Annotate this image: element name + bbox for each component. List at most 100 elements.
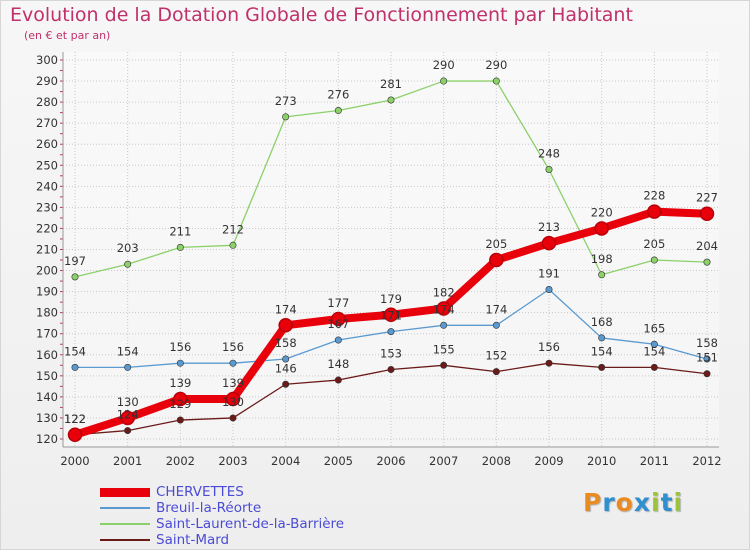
logo-letter: P <box>583 488 603 517</box>
y-tick-label: 120 <box>36 432 58 446</box>
legend-swatch <box>100 487 150 497</box>
data-label: 158 <box>275 336 297 350</box>
y-tick-label: 150 <box>36 369 58 383</box>
data-label: 124 <box>117 408 139 422</box>
plot-area <box>63 52 719 447</box>
data-point <box>173 391 188 407</box>
data-point <box>387 366 395 374</box>
data-label: 122 <box>64 412 86 426</box>
data-label: 130 <box>117 395 139 409</box>
data-label: 154 <box>117 344 139 358</box>
legend: CHERVETTES Breuil-la-Réorte Saint-Laurent-… <box>100 484 344 548</box>
data-point <box>598 334 606 342</box>
data-label: 130 <box>222 395 244 409</box>
logo-letter: t <box>660 488 674 517</box>
data-label: 281 <box>380 77 402 91</box>
data-label: 165 <box>643 321 665 335</box>
data-label: 182 <box>433 285 455 299</box>
data-label: 212 <box>222 222 244 236</box>
y-tick-label: 130 <box>36 411 58 425</box>
data-label: 168 <box>591 315 613 329</box>
logo-letter: o <box>615 488 634 517</box>
data-point <box>334 107 342 115</box>
data-label: 154 <box>643 344 665 358</box>
data-label: 151 <box>696 351 718 365</box>
data-label: 290 <box>433 58 455 72</box>
data-point <box>699 206 715 221</box>
data-point <box>71 273 79 281</box>
y-tick-label: 160 <box>36 348 58 362</box>
y-tick-label: 250 <box>36 158 58 172</box>
data-label: 205 <box>485 237 507 251</box>
x-tick-label: 2006 <box>376 454 405 468</box>
chart-title: Evolution de la Dotation Globale de Fonc… <box>10 4 633 26</box>
data-label: 191 <box>538 267 560 281</box>
y-tick-label: 220 <box>36 221 58 235</box>
data-point <box>334 336 342 344</box>
x-tick-label: 2012 <box>692 454 721 468</box>
data-label: 248 <box>538 146 560 160</box>
data-point <box>650 340 658 348</box>
legend-swatch <box>100 539 150 541</box>
legend-item: Saint-Mard <box>100 532 344 548</box>
x-tick-label: 2002 <box>166 454 195 468</box>
data-label: 227 <box>696 191 718 205</box>
y-tick-label: 180 <box>36 306 58 320</box>
data-label: 198 <box>591 252 613 266</box>
data-point <box>598 363 606 371</box>
data-point <box>124 427 132 435</box>
data-point <box>598 271 606 279</box>
legend-swatch <box>100 523 150 525</box>
data-label: 290 <box>485 58 507 72</box>
data-point <box>176 243 184 251</box>
data-label: 139 <box>169 376 191 390</box>
data-label: 139 <box>222 376 244 390</box>
logo-letter: x <box>633 488 651 517</box>
proxiti-logo: Proxiti <box>583 488 683 517</box>
data-label: 156 <box>222 340 244 354</box>
data-point <box>492 77 500 85</box>
data-label: 167 <box>327 317 349 331</box>
data-labels: 122 130 139 139 174 177 179 182 205 213 220 228 227 1… <box>64 58 718 426</box>
x-tick-label: 2007 <box>429 454 458 468</box>
data-point <box>331 311 346 327</box>
data-point <box>436 301 451 316</box>
legend-label: Saint-Mard <box>156 532 230 548</box>
data-point <box>703 258 711 266</box>
y-tick-label: 190 <box>36 285 58 299</box>
y-tick-label: 270 <box>36 116 58 130</box>
data-label: 129 <box>169 397 191 411</box>
x-tick-label: 2010 <box>587 454 616 468</box>
data-point <box>124 260 132 268</box>
data-point <box>387 328 395 336</box>
data-label: 148 <box>327 357 349 371</box>
y-tick-label: 230 <box>36 200 58 214</box>
data-point <box>440 361 448 369</box>
data-point <box>229 359 237 367</box>
data-label: 197 <box>64 254 86 268</box>
data-label: 205 <box>643 237 665 251</box>
data-point <box>545 359 553 367</box>
data-point <box>387 96 395 104</box>
y-tick-label: 300 <box>36 53 58 67</box>
data-label: 174 <box>275 302 297 316</box>
data-point <box>703 370 711 378</box>
data-label: 179 <box>380 292 402 306</box>
axes: 120 130 140 150 160 170 180 190 200 210 220 230 240 2… <box>36 52 722 468</box>
legend-item: Breuil-la-Réorte <box>100 500 344 516</box>
data-label: 174 <box>485 302 507 316</box>
y-tick-label: 210 <box>36 243 58 257</box>
data-label: 276 <box>327 88 349 102</box>
data-point <box>383 307 399 323</box>
data-point <box>278 318 293 333</box>
x-tick-label: 2004 <box>271 454 300 468</box>
data-point <box>492 321 500 329</box>
data-label: 152 <box>485 349 507 363</box>
data-label: 204 <box>696 239 718 253</box>
data-point <box>282 113 290 121</box>
data-label: 171 <box>380 309 402 323</box>
data-label: 177 <box>327 296 349 310</box>
logo-letter: i <box>651 488 661 517</box>
